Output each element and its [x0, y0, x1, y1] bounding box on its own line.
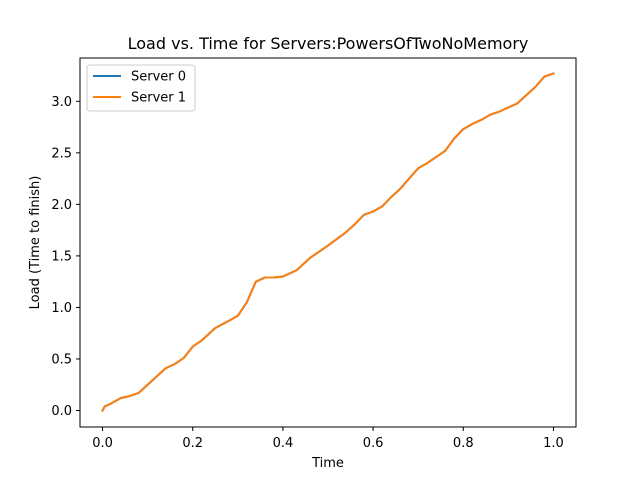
y-tick-label: 2.0 — [51, 198, 72, 213]
x-tick-label: 0.4 — [273, 436, 294, 451]
legend: Server 0 Server 1 — [86, 64, 196, 112]
x-tick-label: 0.2 — [182, 436, 203, 451]
x-axis-label: Time — [311, 456, 344, 471]
x-tick-label: 1.0 — [543, 436, 564, 451]
y-axis-label: Load (Time to finish) — [28, 176, 43, 310]
y-tick-label: 1.5 — [51, 249, 72, 264]
y-tick-label: 0.5 — [51, 352, 72, 367]
y-tick-label: 2.5 — [51, 146, 72, 161]
plot-area-frame — [79, 57, 577, 428]
series-line-server-1 — [101, 72, 555, 412]
x-axis-ticks: 0.0 0.2 0.4 0.6 0.8 1.0 — [92, 427, 564, 451]
series-layer — [101, 72, 555, 412]
x-tick-label: 0.6 — [363, 436, 384, 451]
y-tick-label: 1.0 — [51, 301, 72, 316]
y-tick-label: 0.0 — [51, 404, 72, 419]
chart-title: Load vs. Time for Servers:PowersOfTwoNoM… — [128, 34, 529, 53]
x-tick-label: 0.8 — [453, 436, 474, 451]
y-tick-label: 3.0 — [51, 95, 72, 110]
y-axis-ticks: 0.0 0.5 1.0 1.5 2.0 2.5 3.0 — [51, 95, 80, 419]
legend-label-server-1: Server 1 — [131, 91, 186, 106]
legend-label-server-0: Server 0 — [131, 70, 186, 85]
x-tick-label: 0.0 — [92, 436, 113, 451]
